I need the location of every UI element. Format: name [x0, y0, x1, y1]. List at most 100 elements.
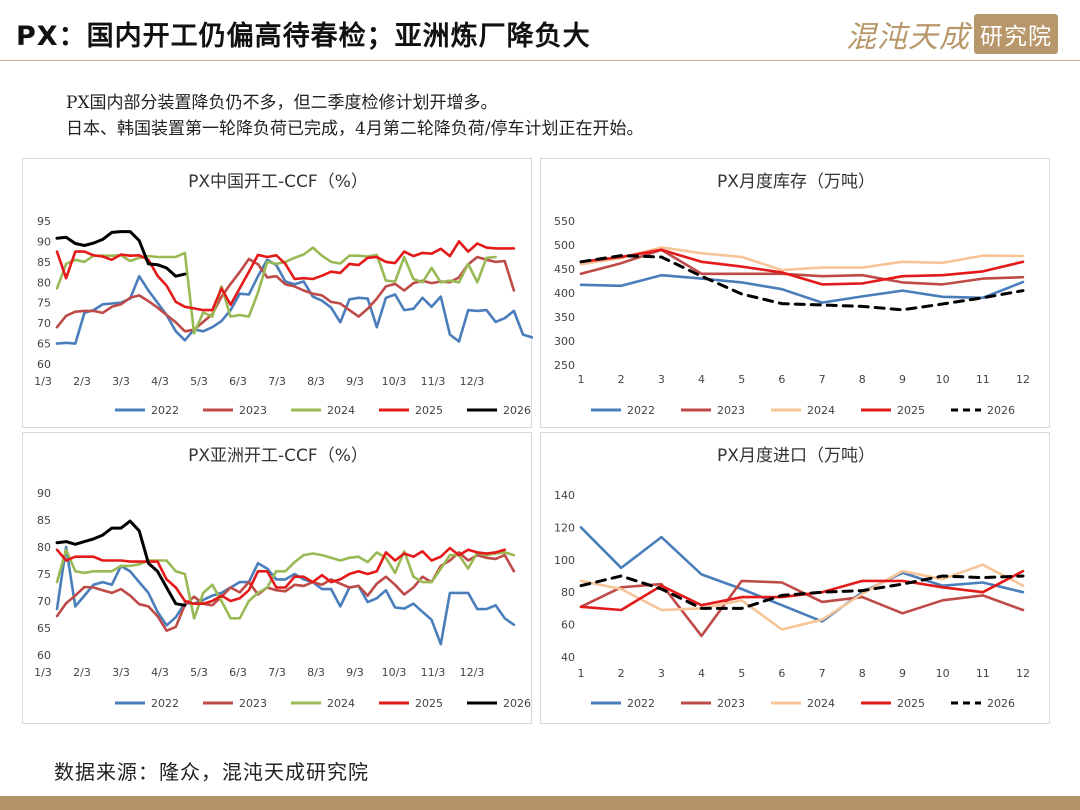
page-title: PX：国内开工仍偏高待春检；亚洲炼厂降负大	[16, 21, 591, 52]
x-tick-label: 10	[936, 373, 950, 386]
data-source: 数据来源：隆众，混沌天成研究院	[54, 760, 369, 784]
x-tick-label: 3/3	[112, 666, 130, 679]
x-tick-label: 4	[698, 667, 705, 680]
chart-title: PX月度库存（万吨）	[717, 172, 875, 192]
legend-label-2023: 2023	[239, 404, 267, 417]
y-tick-label: 85	[37, 514, 51, 527]
legend-label-2025: 2025	[415, 697, 443, 710]
y-tick-label: 60	[561, 619, 575, 632]
x-tick-label: 6	[778, 667, 785, 680]
y-tick-label: 70	[37, 317, 51, 330]
x-tick-label: 12/3	[460, 666, 485, 679]
legend-label-2022: 2022	[151, 697, 179, 710]
y-tick-label: 300	[554, 335, 575, 348]
x-tick-label: 7/3	[268, 375, 286, 388]
chart-panel-china-operating-rate: PX中国开工-CCF（%） 60 65 70 75 80 85 90 95 1/3 2/3 3/3 4/…	[22, 158, 533, 428]
y-tick-label: 80	[37, 276, 51, 289]
note-line-2: 日本、韩国装置第一轮降负荷已完成，4月第二轮降负荷/停车计划正在开始。	[66, 119, 644, 139]
note-line-1: PX国内部分装置降负仍不多，但二季度检修计划开增多。	[66, 93, 498, 113]
x-tick-label: 4	[698, 373, 705, 386]
series-line-2024	[55, 548, 516, 620]
x-tick-label: 6/3	[229, 375, 247, 388]
x-tick-label: 2/3	[73, 375, 91, 388]
x-tick-label: 11	[976, 667, 990, 680]
y-tick-label: 80	[37, 541, 51, 554]
series-line-2022	[579, 526, 1025, 623]
x-tick-label: 6	[778, 373, 785, 386]
y-tick-label: 100	[554, 554, 575, 567]
legend-label-2025: 2025	[897, 697, 925, 710]
y-tick-label: 80	[561, 586, 575, 599]
logo-seal: 研究院	[974, 14, 1058, 54]
x-tick-label: 12	[1016, 373, 1030, 386]
legend-label-2024: 2024	[327, 404, 355, 417]
x-tick-label: 9	[899, 667, 906, 680]
legend-label-2023: 2023	[239, 697, 267, 710]
chart-panel-monthly-inventory: PX月度库存（万吨） 250 300 350 400 450 500 550 1 2 3 4 5 6 7 8 9…	[540, 158, 1050, 428]
footer-bar	[0, 796, 1080, 810]
series-line-2026	[579, 574, 1025, 610]
y-tick-label: 95	[37, 215, 51, 228]
x-tick-label: 10	[936, 667, 950, 680]
x-tick-label: 5/3	[190, 375, 208, 388]
x-tick-label: 12	[1016, 667, 1030, 680]
x-tick-label: 9/3	[346, 666, 364, 679]
y-tick-label: 65	[37, 338, 51, 351]
series-line-2026	[579, 254, 1025, 312]
series-line-2022	[579, 273, 1025, 304]
y-tick-label: 400	[554, 287, 575, 300]
y-tick-label: 60	[37, 358, 51, 371]
legend-label-2022: 2022	[151, 404, 179, 417]
y-tick-label: 60	[37, 649, 51, 662]
y-tick-label: 85	[37, 256, 51, 269]
legend-label-2025: 2025	[415, 404, 443, 417]
chart-title: PX月度进口（万吨）	[717, 446, 875, 466]
y-tick-label: 75	[37, 297, 51, 310]
x-tick-label: 6/3	[229, 666, 247, 679]
company-logo: 混沌天成 研究院	[846, 12, 1058, 56]
logo-brand: 混沌天成	[846, 20, 970, 55]
x-tick-label: 5	[738, 667, 745, 680]
series-line-2025	[55, 546, 507, 605]
x-tick-label: 4/3	[151, 666, 169, 679]
x-tick-label: 11/3	[421, 666, 446, 679]
legend-label-2026: 2026	[987, 697, 1015, 710]
y-tick-label: 65	[37, 622, 51, 635]
x-tick-label: 4/3	[151, 375, 169, 388]
x-tick-label: 1/3	[34, 375, 52, 388]
legend-label-2025: 2025	[897, 404, 925, 417]
series-line-2023	[579, 579, 1025, 638]
legend-label-2022: 2022	[627, 697, 655, 710]
y-tick-label: 75	[37, 568, 51, 581]
x-tick-label: 7	[819, 667, 826, 680]
series-line-2025	[579, 248, 1025, 286]
y-tick-label: 550	[554, 215, 575, 228]
series-line-2024	[579, 563, 1025, 631]
chart-panel-asia-operating-rate: PX亚洲开工-CCF（%） 60 65 70 75 80 85 90 1/3 2/3 3/3 4/3 5…	[22, 432, 532, 724]
x-tick-label: 7/3	[268, 666, 286, 679]
x-tick-label: 5	[738, 373, 745, 386]
y-tick-label: 120	[554, 521, 575, 534]
x-tick-label: 1	[578, 667, 585, 680]
series-line-2023	[55, 255, 516, 333]
chart-title: PX亚洲开工-CCF（%）	[188, 446, 368, 466]
legend-label-2026: 2026	[987, 404, 1015, 417]
y-tick-label: 140	[554, 489, 575, 502]
chart-cn: PX中国开工-CCF（%） 60 65 70 75 80 85 90 95 1/3 2/3 3/3 4/…	[34, 172, 533, 417]
series-line-2024	[579, 246, 1025, 272]
y-tick-label: 450	[554, 263, 575, 276]
y-tick-label: 90	[37, 487, 51, 500]
series-line-2024	[55, 246, 497, 335]
x-tick-label: 11/3	[421, 375, 446, 388]
x-tick-label: 8	[859, 667, 866, 680]
y-tick-label: 350	[554, 311, 575, 324]
y-tick-label: 90	[37, 235, 51, 248]
x-tick-label: 10/3	[382, 666, 407, 679]
x-tick-label: 2	[618, 667, 625, 680]
x-tick-label: 9	[899, 373, 906, 386]
legend-label-2023: 2023	[717, 404, 745, 417]
x-tick-label: 8/3	[307, 666, 325, 679]
series-line-2026	[55, 230, 187, 278]
